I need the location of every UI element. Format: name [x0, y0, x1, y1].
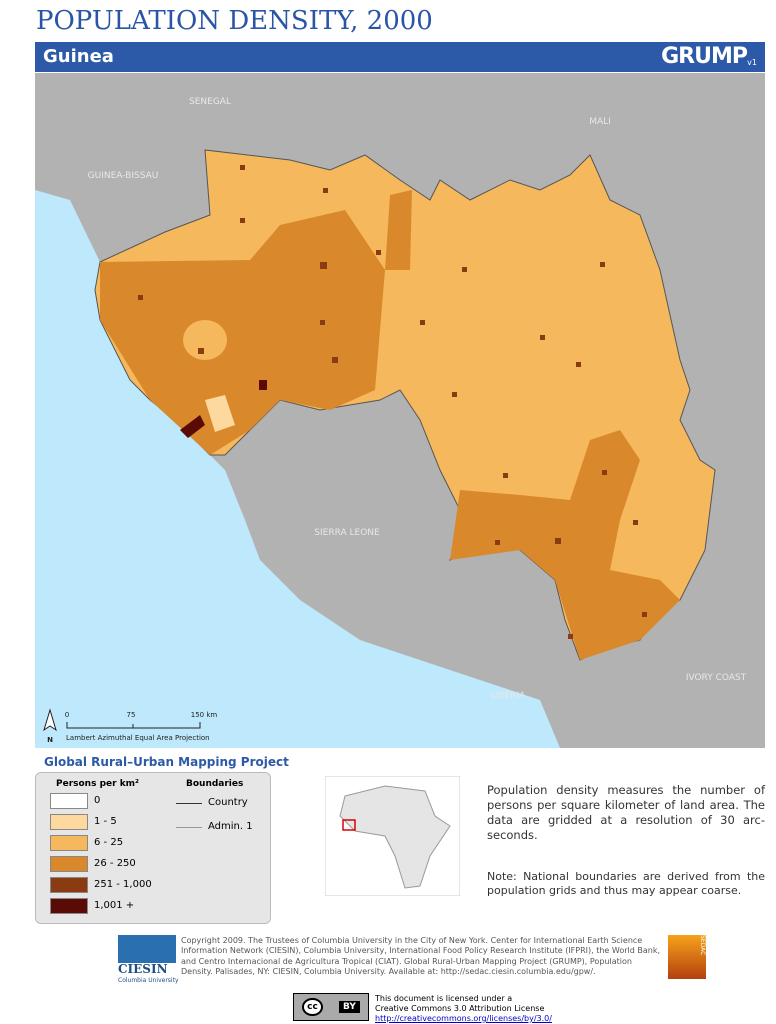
legend-label: 251 - 1,000	[94, 879, 152, 890]
legend-label: 1 - 5	[94, 816, 117, 827]
legend-swatch	[50, 814, 88, 830]
legend: Persons per km² Boundaries 0 1 - 5 6 - 25 2…	[35, 772, 271, 924]
license-link[interactable]: http://creativecommons.org/licenses/by/3…	[375, 1014, 552, 1023]
ciesin-sub: Columbia University	[118, 977, 179, 984]
cc-badge: cc BY	[293, 993, 369, 1021]
region-dense	[385, 190, 412, 270]
legend-swatch	[50, 793, 88, 809]
legend-label: Admin. 1	[208, 821, 253, 832]
ocean	[35, 190, 560, 748]
scale-label: 150 km	[191, 711, 218, 719]
region-dense	[450, 430, 680, 660]
legend-label: 26 - 250	[94, 858, 136, 869]
projection: Lambert Azimuthal Equal Area Projection	[66, 734, 210, 742]
legend-swatch	[50, 898, 88, 914]
towns	[138, 165, 647, 639]
locator-map	[325, 776, 460, 896]
legend-label: 1,001 +	[94, 900, 135, 911]
map-label: IVORY COAST	[686, 673, 747, 683]
project-name: Global Rural–Urban Mapping Project	[44, 755, 289, 769]
map: SENEGAL MALI GUINEA-BISSAU SIERRA LEONE …	[35, 73, 765, 748]
map-label: LIBERIA	[491, 691, 526, 701]
by-icon: BY	[339, 1001, 360, 1013]
conakry	[180, 415, 205, 438]
region-sparse	[205, 395, 235, 432]
legend-label: 6 - 25	[94, 837, 124, 848]
logo-version: v1	[747, 58, 757, 67]
legend-label: Country	[208, 797, 248, 808]
legend-swatch	[50, 856, 88, 872]
ciesin-logo	[118, 935, 176, 963]
ciesin-name: CIESIN	[118, 962, 168, 976]
logo: GRUMP	[661, 44, 748, 69]
legend-title: Boundaries	[186, 779, 244, 789]
legend-swatch	[50, 877, 88, 893]
region-dense	[100, 210, 385, 455]
cc-icon: cc	[302, 998, 323, 1016]
description: Population density measures the number o…	[487, 783, 765, 842]
map-label: MALI	[589, 117, 611, 127]
legend-title: Persons per km²	[56, 779, 139, 789]
map-label: SIERRA LEONE	[314, 528, 380, 538]
north-label: N	[47, 736, 53, 744]
title: POPULATION DENSITY, 2000	[36, 6, 433, 36]
legend-label: 0	[94, 795, 101, 806]
sedac-logo: SEDAC	[668, 935, 706, 979]
title-bar: Guinea GRUMP v1	[35, 42, 765, 72]
country-name: Guinea	[43, 46, 114, 67]
town-dense	[259, 380, 267, 390]
north-arrow	[43, 708, 57, 732]
country-line	[176, 803, 202, 804]
scale-label: 75	[127, 711, 136, 719]
admin-line	[176, 827, 202, 828]
map-label: SENEGAL	[189, 97, 231, 107]
note: Note: National boundaries are derived fr…	[487, 870, 765, 898]
map-label: GUINEA-BISSAU	[88, 171, 159, 181]
scale-bar	[66, 722, 201, 729]
region-light	[183, 320, 227, 360]
license-text: Creative Commons 3.0 Attribution License	[375, 1004, 545, 1013]
scale-label: 0	[65, 711, 69, 719]
copyright: Copyright 2009. The Trustees of Columbia…	[181, 936, 660, 977]
legend-swatch	[50, 835, 88, 851]
license-text: This document is licensed under a	[375, 994, 513, 1003]
